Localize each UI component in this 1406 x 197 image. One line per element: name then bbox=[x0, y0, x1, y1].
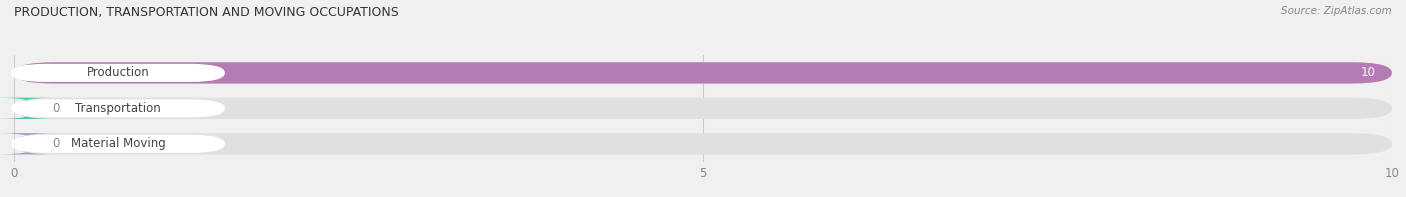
FancyBboxPatch shape bbox=[0, 98, 55, 119]
Text: 0: 0 bbox=[52, 102, 60, 115]
Text: Material Moving: Material Moving bbox=[70, 137, 166, 150]
FancyBboxPatch shape bbox=[0, 133, 55, 154]
Text: 0: 0 bbox=[52, 137, 60, 150]
FancyBboxPatch shape bbox=[14, 98, 1392, 119]
FancyBboxPatch shape bbox=[11, 135, 225, 153]
FancyBboxPatch shape bbox=[14, 62, 1392, 84]
Text: 10: 10 bbox=[1361, 66, 1375, 79]
FancyBboxPatch shape bbox=[11, 99, 225, 117]
Text: Source: ZipAtlas.com: Source: ZipAtlas.com bbox=[1281, 6, 1392, 16]
FancyBboxPatch shape bbox=[14, 62, 1392, 84]
FancyBboxPatch shape bbox=[11, 64, 225, 82]
Text: Production: Production bbox=[87, 66, 149, 79]
Text: PRODUCTION, TRANSPORTATION AND MOVING OCCUPATIONS: PRODUCTION, TRANSPORTATION AND MOVING OC… bbox=[14, 6, 399, 19]
FancyBboxPatch shape bbox=[14, 133, 1392, 154]
Text: Transportation: Transportation bbox=[75, 102, 160, 115]
